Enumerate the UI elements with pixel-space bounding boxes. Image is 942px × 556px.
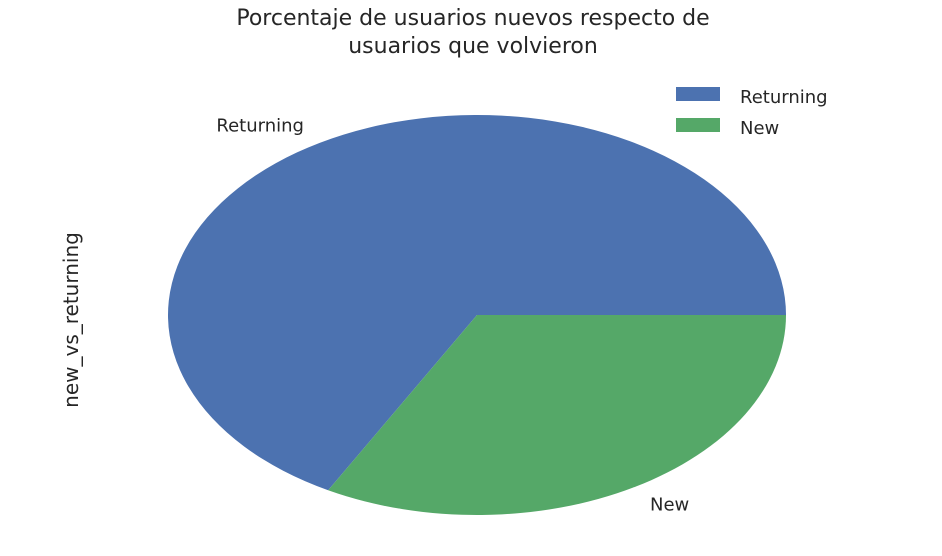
chart-title-line-1: Porcentaje de usuarios nuevos respecto d… — [236, 6, 709, 31]
pie-label-new: New — [650, 494, 689, 515]
pie-slice-labels: Returning New — [216, 116, 689, 516]
legend-label-new: New — [740, 118, 779, 139]
y-axis-label: new_vs_returning — [59, 232, 83, 408]
legend: Returning New — [676, 87, 828, 139]
chart-title-line-2: usuarios que volvieron — [348, 34, 598, 59]
pie-slices — [168, 115, 786, 515]
legend-swatch-returning — [676, 87, 720, 101]
pie-slice-returning — [168, 115, 786, 491]
pie-label-returning: Returning — [216, 116, 304, 137]
legend-label-returning: Returning — [740, 87, 828, 108]
legend-swatch-new — [676, 118, 720, 132]
pie-slice-new — [328, 315, 786, 515]
